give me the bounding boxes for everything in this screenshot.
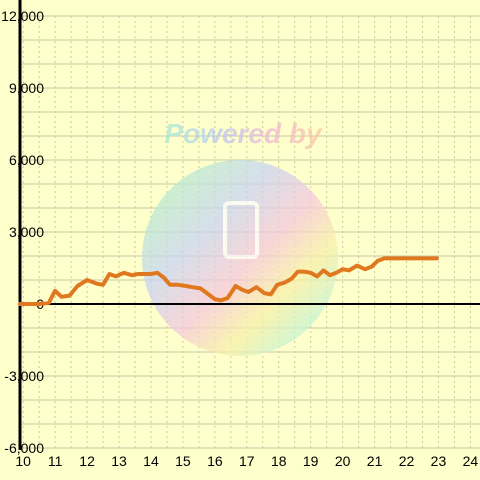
watermark-text: Powered by [164,118,323,149]
x-tick-label: 18 [271,453,287,469]
axes [18,0,480,450]
y-tick-label: -3,000 [4,368,44,384]
x-tick-label: 10 [15,453,31,469]
y-tick-label: 9,000 [9,80,44,96]
x-tick-label: 20 [335,453,351,469]
x-tick-label: 24 [463,453,479,469]
y-tick-label: 12,000 [1,8,44,24]
y-tick-label: 3,000 [9,224,44,240]
x-tick-label: 14 [143,453,159,469]
x-tick-label: 15 [175,453,191,469]
watermark-device-icon [223,201,259,259]
powered-by-watermark: Powered by [142,118,338,356]
grid-lines [20,15,480,449]
x-tick-label: 17 [239,453,255,469]
x-tick-label: 13 [111,453,127,469]
y-tick-label: -6,000 [4,440,44,456]
y-tick-label: 6,000 [9,152,44,168]
x-tick-label: 11 [48,453,63,469]
series-lines [18,256,439,306]
x-tick-label: 19 [303,453,319,469]
series-line [18,256,439,306]
x-tick-label: 22 [399,453,415,469]
x-tick-label: 16 [207,453,223,469]
x-tick-label: 21 [367,453,383,469]
x-tick-label: 23 [431,453,447,469]
x-tick-label: 12 [79,453,95,469]
